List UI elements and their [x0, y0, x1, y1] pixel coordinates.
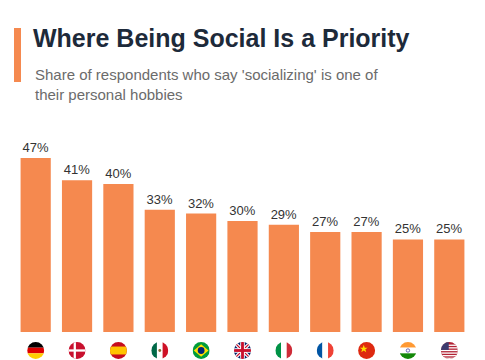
svg-text:40%: 40% [105, 166, 131, 181]
svg-text:27%: 27% [353, 214, 379, 229]
svg-text:27%: 27% [312, 214, 338, 229]
svg-text:33%: 33% [147, 192, 173, 207]
svg-text:Share of respondents who say ': Share of respondents who say 'socializin… [35, 66, 378, 103]
svg-text:30%: 30% [229, 203, 255, 218]
svg-text:41%: 41% [64, 162, 90, 177]
svg-text:32%: 32% [188, 196, 214, 211]
svg-text:25%: 25% [436, 221, 462, 236]
svg-text:47%: 47% [22, 140, 48, 155]
svg-text:29%: 29% [271, 207, 297, 222]
svg-text:25%: 25% [395, 221, 421, 236]
svg-text:Where Being Social Is a Priori: Where Being Social Is a Priority [33, 24, 410, 52]
